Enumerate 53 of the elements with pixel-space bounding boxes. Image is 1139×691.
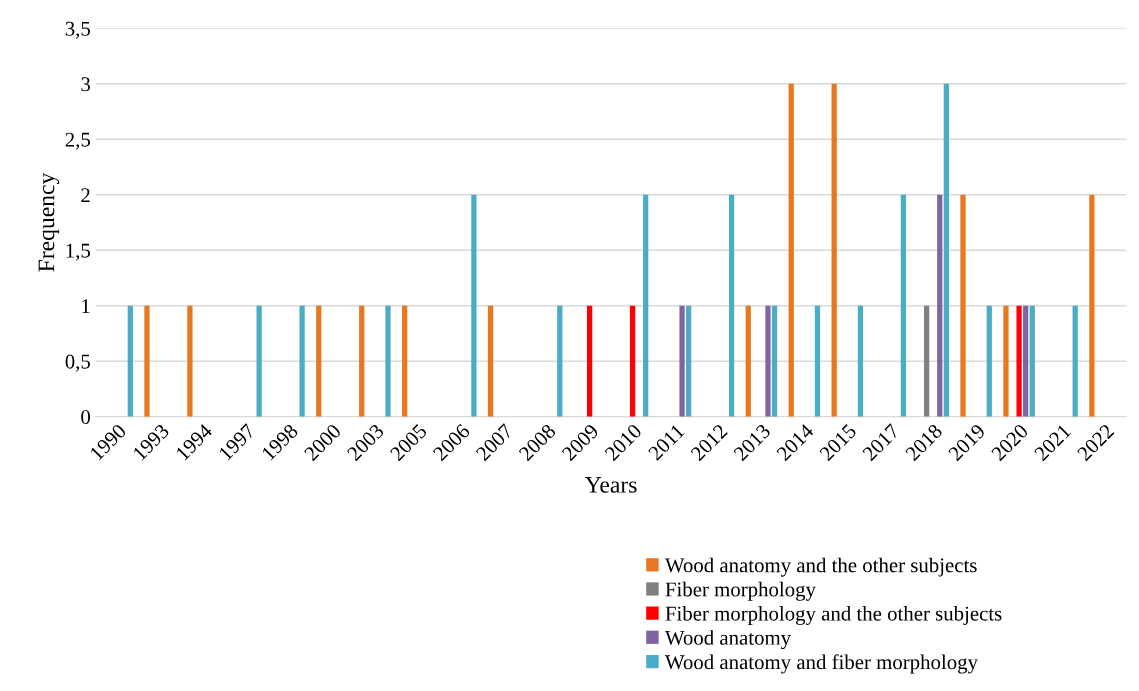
x-tick-label: 1998 [261, 423, 299, 461]
bar [487, 305, 494, 417]
bar [299, 305, 305, 417]
bar [1016, 305, 1022, 417]
y-tick-label: 1,5 [66, 243, 90, 261]
bar [857, 305, 864, 417]
bar [1089, 194, 1095, 417]
bar [316, 305, 322, 417]
bar [1023, 305, 1029, 417]
y-tick-label: 2 [81, 188, 90, 202]
bar [745, 305, 751, 417]
bar [960, 194, 966, 417]
legend-label: Wood anatomy and the other subjects [664, 557, 977, 577]
y-axis-title: Frequency [38, 172, 60, 272]
y-tick-label: 0,5 [65, 354, 90, 372]
y-tick-label: 2,5 [65, 132, 90, 150]
bar [814, 305, 821, 417]
y-tick-label: 0 [81, 410, 91, 425]
bar [402, 305, 408, 417]
bar [1072, 305, 1078, 417]
bar [986, 305, 992, 417]
y-tick-label: 3 [81, 77, 90, 92]
bar [643, 194, 649, 417]
legend-label: Wood anatomy and fiber morphology [664, 654, 978, 674]
y-tick-label: 1 [82, 299, 90, 313]
bar [943, 83, 949, 417]
bar [471, 194, 477, 417]
bar [127, 305, 133, 417]
x-axis-title: Years [584, 477, 637, 493]
bar [586, 305, 593, 417]
bar [686, 305, 692, 417]
bar [385, 305, 391, 417]
bar [1029, 305, 1035, 417]
bar [765, 305, 771, 417]
bar [679, 305, 685, 417]
bar [557, 305, 563, 417]
bar [788, 83, 794, 417]
bar [256, 305, 262, 417]
bar [728, 194, 735, 417]
bar [629, 305, 636, 417]
bar [144, 305, 150, 417]
legend-label: Fiber morphology and the other subjects [665, 606, 1002, 625]
bar [359, 305, 365, 417]
bar [771, 305, 778, 417]
bar [187, 305, 193, 417]
bar [900, 194, 907, 417]
bar [937, 194, 943, 417]
bar [831, 83, 837, 417]
y-tick-label: 3,5 [65, 21, 90, 39]
legend-label: Wood anatomy [664, 630, 792, 650]
bar [924, 305, 930, 417]
bar [1003, 305, 1009, 417]
legend-label: Fiber morphology [665, 581, 816, 601]
